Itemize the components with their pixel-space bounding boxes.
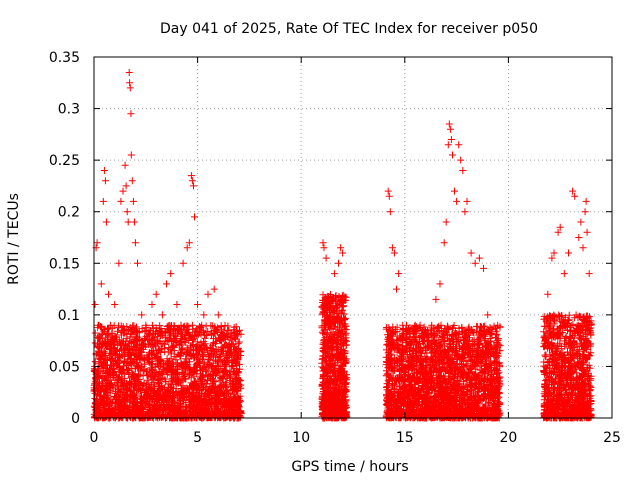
y-tick-label: 0 (71, 411, 80, 427)
data-points (90, 69, 595, 422)
y-tick-label: 0.05 (49, 359, 80, 375)
x-axis-label: GPS time / hours (291, 459, 408, 475)
chart-title: Day 041 of 2025, Rate Of TEC Index for r… (160, 21, 538, 37)
x-tick-label: 15 (396, 430, 414, 446)
y-tick-label: 0.1 (58, 308, 80, 324)
y-tick-label: 0.15 (49, 256, 80, 272)
roti-point-markers (90, 69, 595, 422)
y-axis-label: ROTI / TECUs (6, 193, 22, 285)
y-tick-label: 0.25 (49, 153, 80, 169)
plot-frame (93, 56, 613, 419)
axis-ticks: 0 5 10 15 20 25 0 0.05 0.1 0.15 0.2 0.25 0.3 0.35 (49, 50, 621, 446)
x-tick-label: 10 (292, 430, 310, 446)
y-tick-label: 0.2 (58, 205, 80, 221)
x-tick-label: 20 (499, 430, 517, 446)
x-tick-label: 25 (603, 430, 621, 446)
y-tick-label: 0.35 (49, 50, 80, 66)
y-tick-label: 0.3 (58, 102, 80, 118)
x-tick-label: 0 (90, 430, 99, 446)
x-tick-label: 5 (193, 430, 202, 446)
